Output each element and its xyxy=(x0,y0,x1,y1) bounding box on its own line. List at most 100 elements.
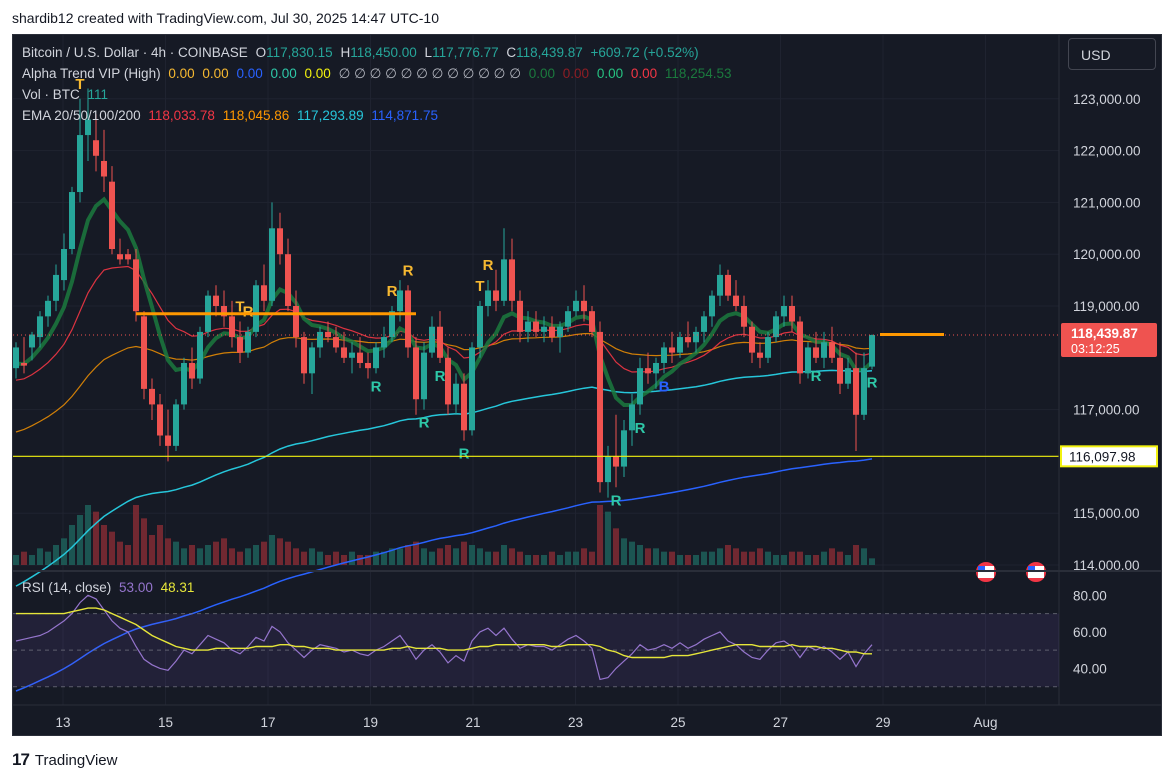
volume-bar xyxy=(661,551,667,565)
volume-bar xyxy=(533,555,539,565)
alpha-v10: 118,254.53 xyxy=(664,66,732,81)
candle xyxy=(141,316,147,389)
candle xyxy=(365,362,371,369)
alpha-v5: 0.00 xyxy=(304,66,331,81)
candle xyxy=(221,306,227,317)
volume-bar xyxy=(37,548,43,565)
volume-bar xyxy=(133,505,139,565)
candle xyxy=(29,334,35,348)
candle xyxy=(173,404,179,446)
volume-bar xyxy=(581,548,587,565)
volume-bar xyxy=(621,538,627,565)
volume-bar xyxy=(629,541,635,565)
candle xyxy=(357,352,363,363)
signal-r: R xyxy=(387,283,398,300)
volume-bar xyxy=(165,538,171,565)
legend-ema-title: EMA 20/50/100/200 xyxy=(22,108,141,123)
volume-bar xyxy=(853,545,859,565)
candle xyxy=(869,335,875,367)
candle xyxy=(781,306,787,317)
volume-bar xyxy=(437,548,443,565)
last-price-badge xyxy=(1061,323,1157,358)
alpha-v3: 0.00 xyxy=(236,66,263,81)
ema200-value: 114,871.75 xyxy=(371,108,438,123)
candle xyxy=(621,430,627,467)
volume-bar xyxy=(741,551,747,565)
legend-open: 117,830.15 xyxy=(266,45,333,60)
candle xyxy=(277,228,283,255)
signal-r: R xyxy=(483,257,494,274)
volume-bar xyxy=(301,551,307,565)
candle xyxy=(485,290,491,306)
volume-bar xyxy=(645,548,651,565)
candle xyxy=(373,347,379,369)
candle xyxy=(421,352,427,400)
candle xyxy=(525,321,531,332)
candle xyxy=(45,300,51,317)
candle xyxy=(429,326,435,353)
volume-bar xyxy=(61,538,67,565)
volume-bar xyxy=(253,545,259,565)
volume-bar xyxy=(573,551,579,565)
volume-bar xyxy=(445,545,451,565)
volume-bar xyxy=(365,555,371,565)
currency-button[interactable]: USD xyxy=(1068,38,1156,70)
candle xyxy=(461,383,467,431)
volume-bar xyxy=(805,555,811,565)
volume-bar xyxy=(117,541,123,565)
volume-bar xyxy=(405,545,411,565)
candle xyxy=(653,362,659,374)
footer: 17 TradingView xyxy=(12,750,117,770)
candle xyxy=(773,316,779,338)
volume-bar xyxy=(125,545,131,565)
volume-bar xyxy=(317,551,323,565)
volume-bar xyxy=(309,548,315,565)
volume-bar xyxy=(269,535,275,565)
rsi-value: 53.00 xyxy=(119,580,153,595)
x-tick-label: 27 xyxy=(773,715,788,730)
candle xyxy=(749,326,755,353)
candle xyxy=(837,357,843,384)
candle xyxy=(605,456,611,483)
volume-bar xyxy=(229,548,235,565)
y-tick-label: 121,000.00 xyxy=(1073,195,1141,210)
volume-bar xyxy=(637,545,643,565)
candle xyxy=(125,254,131,260)
volume-bar xyxy=(693,555,699,565)
candle xyxy=(789,306,795,322)
candle xyxy=(165,435,171,446)
x-tick-label: Aug xyxy=(973,715,997,730)
candle xyxy=(661,347,667,363)
volume-bar xyxy=(757,548,763,565)
y-tick-label: 123,000.00 xyxy=(1073,92,1141,107)
volume-bar xyxy=(509,548,515,565)
signal-t: T xyxy=(475,278,484,295)
y-tick-label: 122,000.00 xyxy=(1073,144,1141,159)
candle xyxy=(117,254,123,260)
volume-bar xyxy=(197,548,203,565)
volume-bar xyxy=(221,538,227,565)
ema100-line xyxy=(15,369,873,587)
y-tick-label: 114,000.00 xyxy=(1073,558,1140,573)
alpha-v8: 0.00 xyxy=(596,66,624,81)
volume-bar xyxy=(781,555,787,565)
legend-c-label: C xyxy=(506,45,517,60)
candle xyxy=(213,295,219,306)
x-tick-label: 13 xyxy=(55,715,70,730)
volume-bar xyxy=(93,511,99,565)
volume-bar xyxy=(829,548,835,565)
candle xyxy=(757,352,763,358)
volume-bar xyxy=(501,545,507,565)
volume-bar xyxy=(837,551,843,565)
volume-bar xyxy=(725,545,731,565)
alpha-v6: 0.00 xyxy=(528,66,556,81)
volume-bar xyxy=(469,545,475,565)
candle xyxy=(821,342,827,358)
volume-bar xyxy=(397,548,403,565)
volume-bar xyxy=(653,548,659,565)
volume-bar xyxy=(541,555,547,565)
y-tick-label: 120,000.00 xyxy=(1073,247,1141,262)
volume-bar xyxy=(261,541,267,565)
volume-bar xyxy=(333,551,339,565)
